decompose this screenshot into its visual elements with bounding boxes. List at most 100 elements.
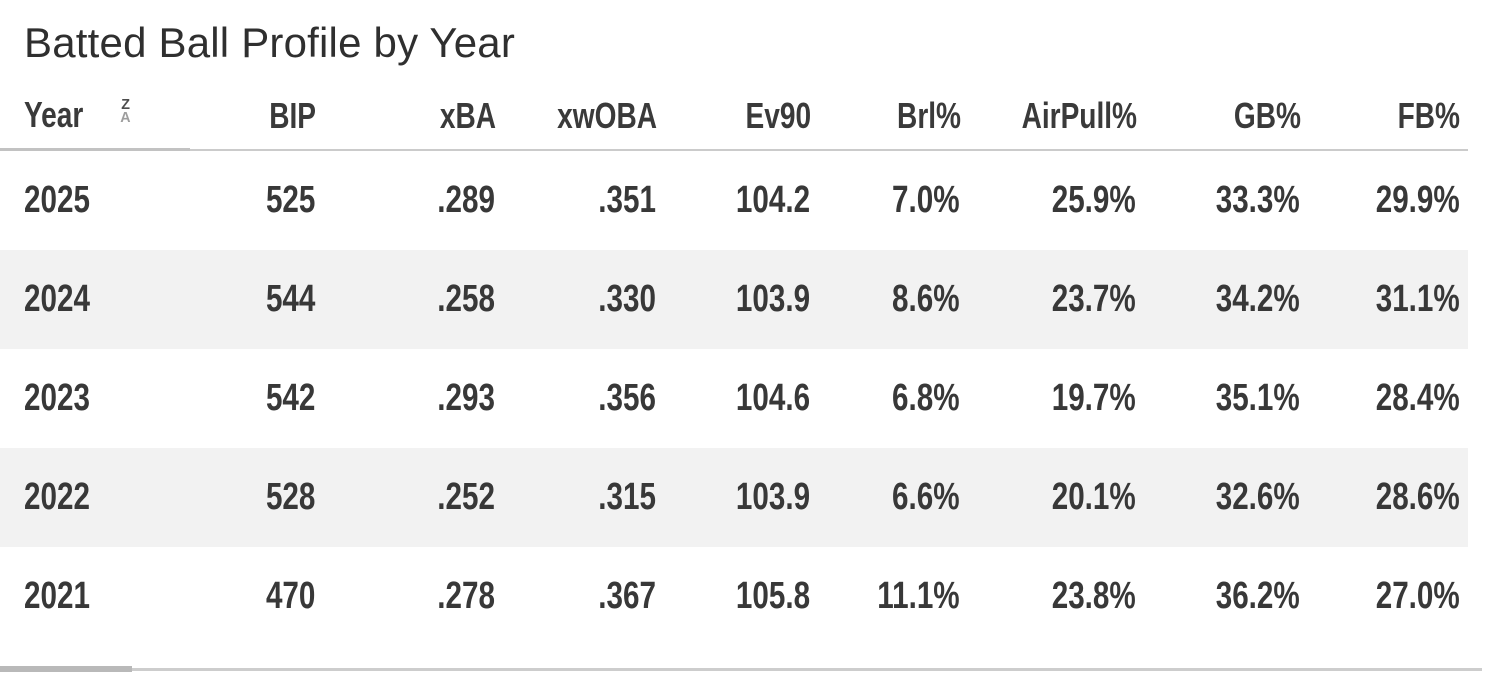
airpull-cell: 19.7% [961,349,1137,448]
airpull-cell: 23.8% [961,547,1137,646]
cell-value: 34.2% [1215,278,1300,321]
column-label: Brl% [897,94,961,136]
table-row-2024: 2024 544 .258 .330 103.9 8.6% 23.7% 34.2% 31.1% [0,250,1468,350]
bip-cell: 528 [190,448,316,547]
cell-value: 542 [265,377,315,420]
page-title: Batted Ball Profile by Year [24,19,516,66]
cell-value: .293 [437,377,495,420]
header-row: Year Z A BIP xBA xwOBA Ev90 Brl% AirPull% GB% FB% [0,86,1468,152]
cell-value: 2025 [24,179,90,222]
column-label: BIP [269,94,316,136]
cell-value: 28.6% [1375,476,1460,519]
xba-cell: .258 [316,250,496,349]
cell-value: .351 [598,178,656,221]
column-header-fb[interactable]: FB% [1301,86,1468,151]
cell-value: .258 [437,278,495,321]
cell-value: 8.6% [892,278,960,321]
fb-cell: 31.1% [1301,250,1468,349]
cell-value: 33.3% [1215,178,1300,221]
xba-cell: .293 [316,349,496,448]
xba-cell: .278 [316,547,496,646]
column-header-gb[interactable]: GB% [1137,86,1301,151]
cell-value: .330 [598,278,656,321]
column-header-xba[interactable]: xBA [316,86,496,151]
cell-value: 19.7% [1051,377,1136,420]
cell-value: 7.0% [892,178,960,221]
column-label: xwOBA [557,94,657,136]
fb-cell: 29.9% [1301,150,1468,251]
brl-cell: 6.8% [811,349,961,448]
cell-value: 2024 [24,278,90,321]
cell-value: 2023 [24,377,90,420]
year-cell: 2024 [0,250,190,349]
cell-value: .356 [598,377,656,420]
column-header-year[interactable]: Year Z A [0,86,190,152]
ev90-cell: 103.9 [657,250,811,349]
year-cell: 2025 [0,150,190,251]
year-cell: 2021 [0,547,190,646]
gb-cell: 36.2% [1137,547,1301,646]
cell-value: 23.7% [1051,278,1136,321]
cell-value: 20.1% [1051,476,1136,519]
table-row-2025: 2025 525 .289 .351 104.2 7.0% 25.9% 33.3% 29.9% [0,150,1468,251]
cell-value: 104.6 [735,377,810,420]
gb-cell: 34.2% [1137,250,1301,349]
scrollbar-track[interactable] [0,668,1482,671]
bip-cell: 542 [190,349,316,448]
xwoba-cell: .351 [496,150,657,251]
column-header-bip[interactable]: BIP [190,86,316,151]
airpull-cell: 20.1% [961,448,1137,547]
xwoba-cell: .356 [496,349,657,448]
ev90-cell: 104.6 [657,349,811,448]
cell-value: 35.1% [1215,377,1300,420]
ev90-cell: 103.9 [657,448,811,547]
bip-cell: 525 [190,150,316,251]
year-cell: 2023 [0,349,190,448]
xwoba-cell: .367 [496,547,657,646]
cell-value: .315 [598,476,656,519]
fb-cell: 28.6% [1301,448,1468,547]
cell-value: 31.1% [1375,278,1460,321]
column-label: FB% [1397,94,1460,136]
column-label: Year [24,94,84,136]
cell-value: 28.4% [1375,377,1460,420]
horizontal-scrollbar[interactable] [0,664,1488,674]
cell-value: 104.2 [735,178,810,221]
scrollbar-thumb[interactable] [0,666,132,672]
cell-value: 36.2% [1215,575,1300,618]
year-cell: 2022 [0,448,190,547]
cell-value: 103.9 [735,476,810,519]
table-row-2021: 2021 470 .278 .367 105.8 11.1% 23.8% 36.2% 27.0% [0,547,1468,646]
cell-value: 11.1% [877,575,960,618]
cell-value: 470 [265,575,315,618]
cell-value: 2022 [24,476,90,519]
column-label: GB% [1233,94,1301,136]
column-header-xwoba[interactable]: xwOBA [496,86,657,151]
cell-value: 6.8% [892,377,960,420]
cell-value: 525 [265,178,315,221]
column-header-airpull[interactable]: AirPull% [961,86,1137,151]
column-label: xBA [439,94,496,136]
gb-cell: 33.3% [1137,150,1301,251]
gb-cell: 35.1% [1137,349,1301,448]
column-header-ev90[interactable]: Ev90 [657,86,811,151]
cell-value: .367 [598,575,656,618]
table-header: Year Z A BIP xBA xwOBA Ev90 Brl% AirPull% GB% FB% [0,86,1468,152]
xwoba-cell: .315 [496,448,657,547]
airpull-cell: 23.7% [961,250,1137,349]
table-row-2023: 2023 542 .293 .356 104.6 6.8% 19.7% 35.1% 28.4% [0,349,1468,448]
xba-cell: .289 [316,150,496,251]
table-row-2022: 2022 528 .252 .315 103.9 6.6% 20.1% 32.6% 28.6% [0,448,1468,548]
fb-cell: 28.4% [1301,349,1468,448]
column-label: AirPull% [1021,94,1137,136]
xwoba-cell: .330 [496,250,657,349]
cell-value: 25.9% [1051,178,1136,221]
cell-value: .252 [437,476,495,519]
brl-cell: 6.6% [811,448,961,547]
column-header-brl[interactable]: Brl% [811,86,961,151]
cell-value: 27.0% [1375,575,1460,618]
cell-value: 32.6% [1215,476,1300,519]
cell-value: .289 [437,178,495,221]
cell-value: 528 [265,476,315,519]
